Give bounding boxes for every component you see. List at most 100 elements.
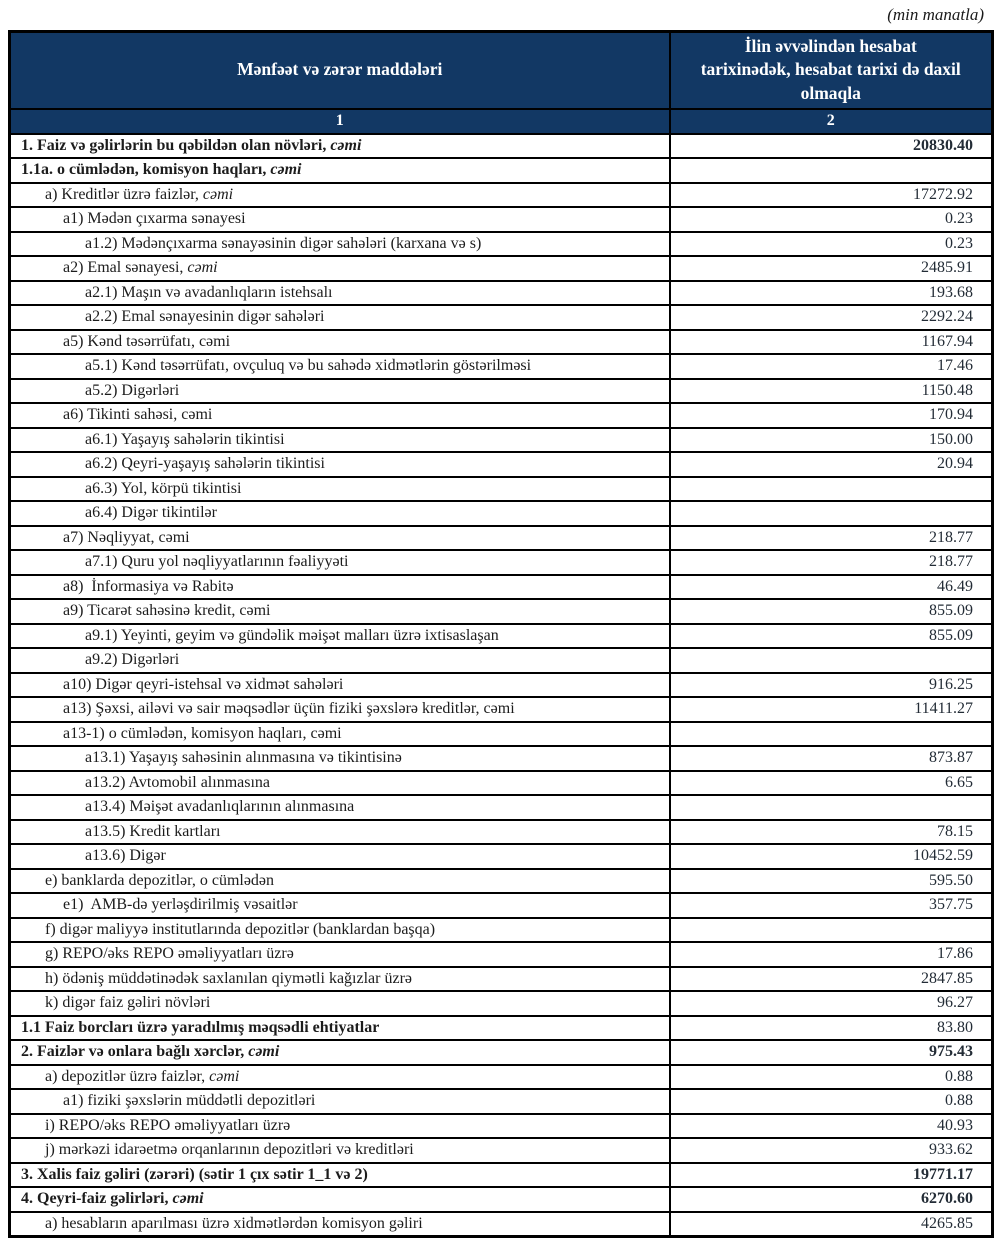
table-row: a) hesabların aparılması üzrə xidmətlərd… <box>8 1210 994 1237</box>
row-label: a8) İnformasiya və Rabitə <box>8 573 671 600</box>
row-label: a9.1) Yeyinti, geyim və gündəlik məişət … <box>8 622 671 649</box>
row-label: a2.1) Maşın və avadanlıqların istehsalı <box>8 279 671 306</box>
row-value: 1150.48 <box>668 377 994 404</box>
row-label: a13-1) o cümlədən, komisyon haqları, cəm… <box>8 720 671 747</box>
row-label: a13.1) Yaşayış sahəsinin alınmasına və t… <box>8 745 671 772</box>
row-label: a9.2) Digərləri <box>8 647 671 674</box>
row-label: a6.4) Digər tikintilər <box>8 500 671 527</box>
row-label-italic-suffix: cəmi <box>270 161 302 179</box>
row-label-italic-suffix: cəmi <box>209 1067 240 1085</box>
row-value: 11411.27 <box>668 696 994 723</box>
row-label: a2.2) Emal sənayesinin digər sahələri <box>8 304 671 331</box>
row-label: 3. Xalis faiz gəliri (zərəri) (sətir 1 ç… <box>8 1161 671 1188</box>
row-label: a9) Ticarət sahəsinə kredit, cəmi <box>8 598 671 625</box>
row-label: a) Kreditlər üzrə faizlər, cəmi <box>8 181 671 208</box>
row-label: a) depozitlər üzrə faizlər, cəmi <box>8 1063 671 1090</box>
table-row: 1. Faiz və gəlirlərin bu qəbildən olan n… <box>8 132 994 159</box>
row-label: a6.2) Qeyri-yaşayış sahələrin tikintisi <box>8 451 671 478</box>
row-value: 855.09 <box>668 622 994 649</box>
table-row: a2) Emal sənayesi, cəmi 2485.91 <box>8 255 994 282</box>
row-label: 1. Faiz və gəlirlərin bu qəbildən olan n… <box>8 132 671 159</box>
row-value <box>668 500 994 527</box>
row-value: 0.88 <box>668 1063 994 1090</box>
row-value: 595.50 <box>668 867 994 894</box>
table-row: e) banklarda depozitlər, o cümlədən 595.5… <box>8 867 994 894</box>
row-label: a1) Mədən çıxarma sənayesi <box>8 206 671 233</box>
table-row: a13-1) o cümlədən, komisyon haqları, cəm… <box>8 720 994 747</box>
row-label: a6.1) Yaşayış sahələrin tikintisi <box>8 426 671 453</box>
col-number-1: 1 <box>8 107 671 135</box>
table-row: a5.1) Kənd təsərrüfatı, ovçuluq və bu sa… <box>8 353 994 380</box>
row-label: 2. Faizlər və onlara bağlı xərclər, cəmi <box>8 1039 671 1066</box>
table-row: 1.1 Faiz borcları üzrə yaradılmış məqsəd… <box>8 1014 994 1041</box>
table-row: a6.1) Yaşayış sahələrin tikintisi 150.00 <box>8 426 994 453</box>
row-label-italic-suffix: cəmi <box>172 1190 204 1208</box>
col-number-2: 2 <box>668 107 994 135</box>
row-value: 2485.91 <box>668 255 994 282</box>
row-label: j) mərkəzi idarəetmə orqanlarının depozi… <box>8 1137 671 1164</box>
table-row: a1) Mədən çıxarma sənayesi 0.23 <box>8 206 994 233</box>
row-value: 78.15 <box>668 818 994 845</box>
row-value: 96.27 <box>668 990 994 1017</box>
table-row: a13) Şəxsi, ailəvi və sair məqsədlər üçü… <box>8 696 994 723</box>
col-header-period: İlin əvvəlindən hesabat tarixinədək, hes… <box>668 30 994 110</box>
table-body: 1. Faiz və gəlirlərin bu qəbildən olan n… <box>8 132 994 1237</box>
row-label: a1) fiziki şəxslərin müddətli depozitlər… <box>8 1088 671 1115</box>
table-row: a6) Tikinti sahəsi, cəmi 170.94 <box>8 402 994 429</box>
table-row: a13.4) Məişət avadanlıqlarının alınmasın… <box>8 794 994 821</box>
table-row: a9) Ticarət sahəsinə kredit, cəmi 855.09 <box>8 598 994 625</box>
row-label: k) digər faiz gəliri növləri <box>8 990 671 1017</box>
row-label: f) digər maliyyə institutlarında depozit… <box>8 916 671 943</box>
row-label: a5) Kənd təsərrüfatı, cəmi <box>8 328 671 355</box>
row-value: 0.88 <box>668 1088 994 1115</box>
row-value: 2292.24 <box>668 304 994 331</box>
row-value: 83.80 <box>668 1014 994 1041</box>
row-label: a13.5) Kredit kartları <box>8 818 671 845</box>
table-row: a2.1) Maşın və avadanlıqların istehsalı 1… <box>8 279 994 306</box>
row-label: a1.2) Mədənçıxarma sənayəsinin digər sah… <box>8 230 671 257</box>
row-label-italic-suffix: cəmi <box>248 1043 280 1061</box>
table-row: a6.4) Digər tikintilər <box>8 500 994 527</box>
row-value: 46.49 <box>668 573 994 600</box>
table-header-row: Mənfəət və zərər maddələri İlin əvvəlind… <box>8 30 994 110</box>
row-value: 975.43 <box>668 1039 994 1066</box>
row-value: 20830.40 <box>668 132 994 159</box>
row-label: a) hesabların aparılması üzrə xidmətlərd… <box>8 1210 671 1237</box>
row-value: 6270.60 <box>668 1186 994 1213</box>
row-value: 2847.85 <box>668 965 994 992</box>
table-row: g) REPO/əks REPO əməliyyatları üzrə 17.86 <box>8 941 994 968</box>
row-label: i) REPO/əks REPO əməliyyatları üzrə <box>8 1112 671 1139</box>
row-value: 17.46 <box>668 353 994 380</box>
col-header-items: Mənfəət və zərər maddələri <box>8 30 671 110</box>
row-label-italic-suffix: cəmi <box>330 136 362 154</box>
row-label: a10) Digər qeyri-istehsal və xidmət sahə… <box>8 671 671 698</box>
table-row: a13.1) Yaşayış sahəsinin alınmasına və t… <box>8 745 994 772</box>
table-row: a9.2) Digərləri <box>8 647 994 674</box>
row-value: 10452.59 <box>668 843 994 870</box>
row-label: 1.1a. o cümlədən, komisyon haqları, cəmi <box>8 157 671 184</box>
table-row: a7) Nəqliyyat, cəmi 218.77 <box>8 524 994 551</box>
row-value <box>668 794 994 821</box>
table-row: a) depozitlər üzrə faizlər, cəmi 0.88 <box>8 1063 994 1090</box>
row-label: a6.3) Yol, körpü tikintisi <box>8 475 671 502</box>
table-row: a5) Kənd təsərrüfatı, cəmi 1167.94 <box>8 328 994 355</box>
row-value <box>668 647 994 674</box>
row-value: 218.77 <box>668 549 994 576</box>
row-label-italic-suffix: cəmi <box>187 259 218 277</box>
row-label: h) ödəniş müddətinədək saxlanılan qiymət… <box>8 965 671 992</box>
row-label: 4. Qeyri-faiz gəlirləri, cəmi <box>8 1186 671 1213</box>
row-value: 0.23 <box>668 230 994 257</box>
table-row: a2.2) Emal sənayesinin digər sahələri 229… <box>8 304 994 331</box>
row-value <box>668 916 994 943</box>
row-label: a7.1) Quru yol nəqliyyatlarının fəaliyyə… <box>8 549 671 576</box>
table-row: h) ödəniş müddətinədək saxlanılan qiymət… <box>8 965 994 992</box>
unit-note: (min manatla) <box>887 5 984 24</box>
table-row: a13.2) Avtomobil alınmasına 6.65 <box>8 769 994 796</box>
row-value: 19771.17 <box>668 1161 994 1188</box>
row-label: a13) Şəxsi, ailəvi və sair məqsədlər üçü… <box>8 696 671 723</box>
row-label: a5.1) Kənd təsərrüfatı, ovçuluq və bu sa… <box>8 353 671 380</box>
row-value <box>668 475 994 502</box>
profit-loss-table: Mənfəət və zərər maddələri İlin əvvəlind… <box>8 30 994 1238</box>
row-label: a2) Emal sənayesi, cəmi <box>8 255 671 282</box>
